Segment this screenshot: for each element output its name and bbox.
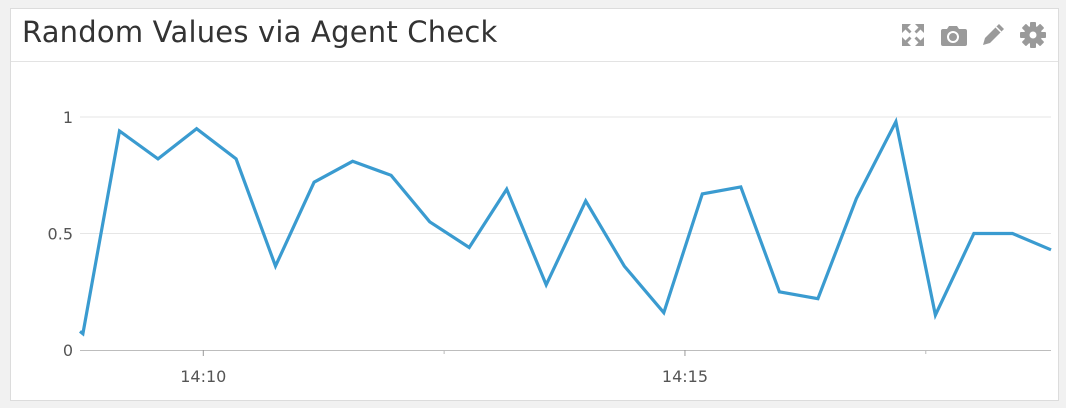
- widget-toolbar: [898, 19, 1048, 51]
- camera-icon[interactable]: [938, 20, 968, 50]
- gear-icon[interactable]: [1018, 20, 1048, 50]
- series-line: [79, 116, 1052, 337]
- chart-widget: Random Values via Agent Check: [10, 8, 1059, 401]
- y-tick-label: 1: [63, 108, 73, 127]
- y-tick-label: 0: [63, 341, 73, 360]
- line-chart: 0 0.5 1 14:10 14:15: [48, 108, 1052, 386]
- pencil-icon[interactable]: [978, 20, 1008, 50]
- widget-title: Random Values via Agent Check: [22, 15, 498, 49]
- x-tick-label: 14:10: [180, 367, 226, 386]
- expand-icon[interactable]: [898, 20, 928, 50]
- widget-header: Random Values via Agent Check: [11, 9, 1058, 62]
- y-tick-label: 0.5: [48, 225, 73, 244]
- x-tick-label: 14:15: [662, 367, 708, 386]
